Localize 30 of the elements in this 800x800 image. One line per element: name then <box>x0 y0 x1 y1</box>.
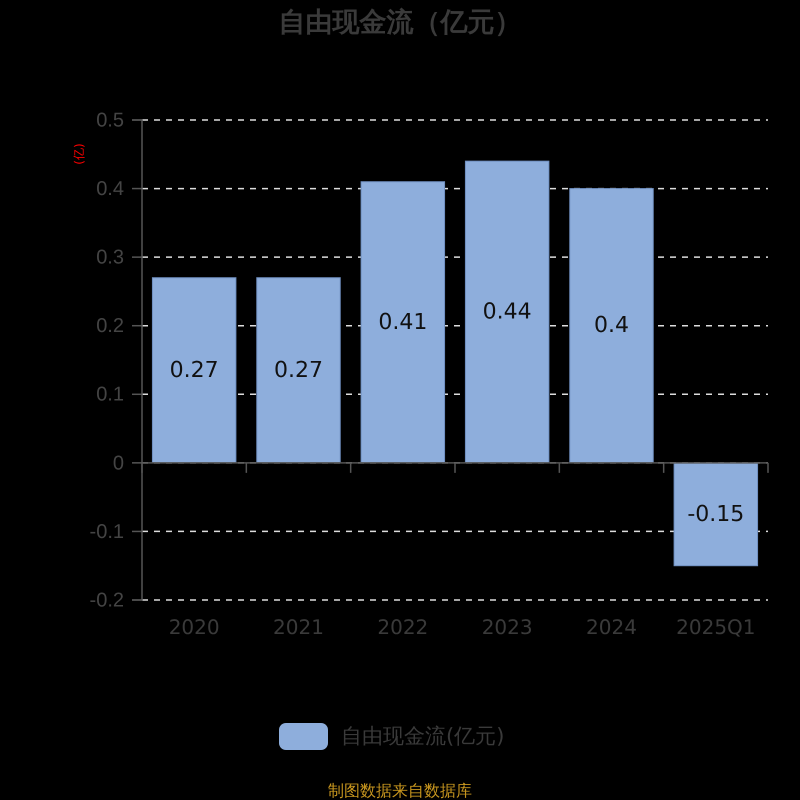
x-tick-label: 2025Q1 <box>676 615 756 639</box>
x-tick-label: 2020 <box>168 615 220 639</box>
text: 制图数据来自数据库 <box>328 780 472 800</box>
y-tick-label: 0.3 <box>96 246 124 269</box>
x-tick-label: 2024 <box>586 615 637 639</box>
x-tick-label: 2021 <box>273 615 324 639</box>
y-tick-label: 0.5 <box>96 109 124 132</box>
legend-label: 自由现金流(亿元) <box>341 724 504 748</box>
bar <box>256 277 341 464</box>
data-label: 0.44 <box>482 300 532 324</box>
data-label: 0.41 <box>378 310 428 335</box>
bar <box>360 181 446 464</box>
data-label: -0.15 <box>687 502 744 527</box>
bar <box>152 277 236 464</box>
data-label: 0.27 <box>170 358 219 383</box>
y-tick-label: 0 <box>112 452 124 474</box>
y-tick-label: 0.4 <box>96 178 124 200</box>
chart-title: 自由现金流（亿元） <box>278 6 522 38</box>
y-tick-label: 0.2 <box>96 315 124 338</box>
y-tick-label: -0.2 <box>90 589 124 612</box>
bar <box>569 188 654 464</box>
data-label: 0.27 <box>274 358 323 383</box>
bar <box>464 160 550 464</box>
x-tick-label: 2022 <box>377 615 428 639</box>
y-axis-title: (亿) <box>72 143 86 165</box>
bar <box>674 462 758 566</box>
x-tick-label: 2023 <box>482 615 533 639</box>
y-tick-label: -0.1 <box>90 520 124 543</box>
data-label: 0.4 <box>594 313 629 338</box>
y-tick-label: 0.1 <box>96 384 124 406</box>
